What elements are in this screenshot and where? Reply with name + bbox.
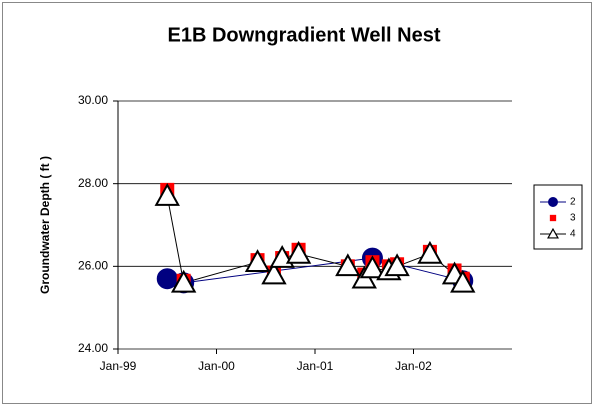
- point: [359, 255, 386, 279]
- legend-marker: [547, 227, 559, 239]
- legend-marker: [549, 214, 557, 222]
- legend-label: 3: [570, 213, 576, 224]
- point: [170, 269, 197, 293]
- point: [417, 240, 443, 264]
- point: [244, 249, 271, 272]
- y-tick-label: 26.00: [78, 259, 108, 273]
- point: [154, 183, 180, 206]
- legend-label: 2: [570, 197, 576, 208]
- x-tick-label: Jan-01: [297, 359, 334, 373]
- x-tick-label: Jan-02: [395, 359, 432, 373]
- point: [450, 269, 476, 293]
- x-tick-label: Jan-00: [198, 359, 235, 373]
- legend-label: 4: [570, 229, 576, 240]
- chart-title: E1B Downgradient Well Nest: [167, 24, 440, 46]
- y-tick-label: 30.00: [78, 93, 108, 107]
- y-tick-label: 28.00: [78, 176, 108, 190]
- y-tick-label: 24.00: [78, 341, 108, 355]
- point: [261, 261, 287, 285]
- y-axis-label: Groundwater Depth ( ft ): [38, 156, 52, 294]
- legend-marker: [548, 197, 558, 207]
- point: [335, 253, 361, 277]
- x-tick-label: Jan-99: [100, 359, 137, 373]
- point: [285, 240, 312, 264]
- point: [384, 253, 410, 277]
